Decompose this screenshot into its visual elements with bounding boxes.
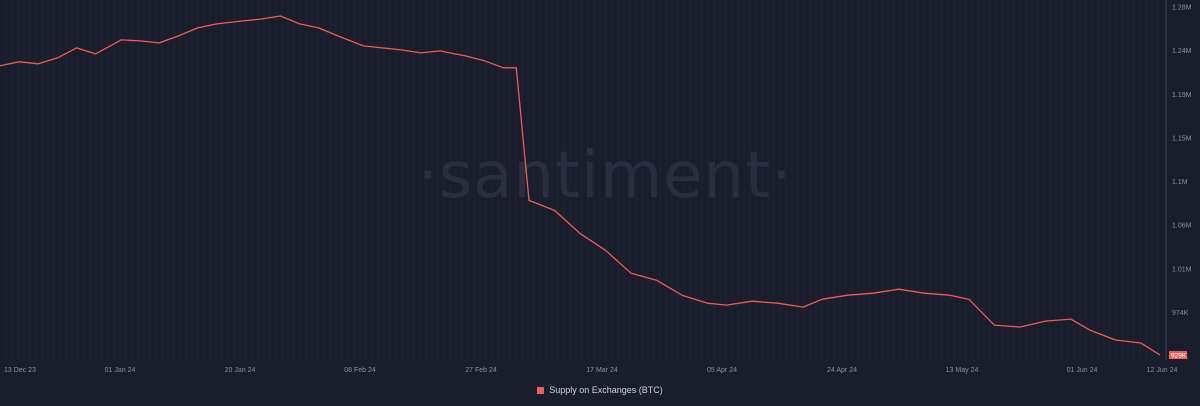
data-point[interactable] xyxy=(872,292,875,295)
data-point[interactable] xyxy=(553,209,556,212)
data-point[interactable] xyxy=(279,15,282,18)
y-tick-label: 1.19M xyxy=(1172,92,1192,99)
x-tick-label: 01 Jan 24 xyxy=(105,367,136,374)
x-tick-label: 01 Jun 24 xyxy=(1067,367,1098,374)
y-tick-label: 974K xyxy=(1172,310,1189,317)
legend-swatch xyxy=(537,386,545,394)
x-tick-label: 12 Jun 24 xyxy=(1147,367,1178,374)
data-point[interactable] xyxy=(1159,354,1162,357)
watermark: ·santiment· xyxy=(417,139,792,213)
data-point[interactable] xyxy=(381,46,384,49)
last-value-badge: 929K xyxy=(1169,351,1187,360)
data-point[interactable] xyxy=(948,294,951,297)
data-point[interactable] xyxy=(400,48,403,51)
data-point[interactable] xyxy=(260,18,263,21)
data-point[interactable] xyxy=(139,39,142,42)
y-axis: 1.28M 1.24M 1.19M 1.15M 1.1M 1.06M 1.01M 974K 92… xyxy=(1172,5,1192,361)
data-point[interactable] xyxy=(336,34,339,37)
data-point[interactable] xyxy=(967,298,970,301)
data-point[interactable] xyxy=(802,306,805,309)
data-point[interactable] xyxy=(1088,329,1091,332)
data-point[interactable] xyxy=(681,294,684,297)
data-point[interactable] xyxy=(706,302,709,305)
data-point[interactable] xyxy=(604,249,607,252)
x-tick-label: 13 May 24 xyxy=(946,367,979,374)
data-point[interactable] xyxy=(37,62,40,65)
x-tick-label: 27 Feb 24 xyxy=(465,367,497,374)
chart: ·santiment· 13 Dec 23 01 Jan 24 20 Jan 24 0… xyxy=(0,0,1192,374)
data-point[interactable] xyxy=(1044,320,1047,323)
legend-label: Supply on Exchanges (BTC) xyxy=(549,385,663,395)
data-point[interactable] xyxy=(438,49,441,52)
data-point[interactable] xyxy=(1018,326,1021,329)
data-point[interactable] xyxy=(0,64,2,67)
data-point[interactable] xyxy=(94,52,97,55)
last-value-badge-label: 929K xyxy=(1171,353,1187,360)
data-point[interactable] xyxy=(1139,342,1142,345)
data-point[interactable] xyxy=(196,26,199,29)
x-tick-label: 08 Feb 24 xyxy=(344,367,376,374)
data-point[interactable] xyxy=(579,232,582,235)
data-point[interactable] xyxy=(821,298,824,301)
x-tick-label: 20 Jan 24 xyxy=(225,367,256,374)
legend[interactable]: Supply on Exchanges (BTC) xyxy=(0,385,1200,395)
data-point[interactable] xyxy=(502,66,505,69)
x-tick-label: 05 Apr 24 xyxy=(707,367,737,374)
data-point[interactable] xyxy=(464,54,467,57)
data-point[interactable] xyxy=(630,272,633,275)
data-point[interactable] xyxy=(56,56,59,59)
y-tick-label: 1.15M xyxy=(1172,135,1192,142)
data-point[interactable] xyxy=(75,46,78,49)
data-point[interactable] xyxy=(515,66,518,69)
data-point[interactable] xyxy=(923,292,926,295)
data-point[interactable] xyxy=(528,199,531,202)
data-point[interactable] xyxy=(846,294,849,297)
data-point[interactable] xyxy=(483,59,486,62)
data-point[interactable] xyxy=(215,22,218,25)
x-tick-label: 17 Mar 24 xyxy=(586,367,618,374)
data-point[interactable] xyxy=(120,38,123,41)
data-point[interactable] xyxy=(1114,339,1117,342)
y-tick-label: 1.28M xyxy=(1172,5,1192,12)
data-point[interactable] xyxy=(317,26,320,29)
grid xyxy=(5,0,1159,360)
y-tick-label: 1.06M xyxy=(1172,223,1192,230)
data-point[interactable] xyxy=(419,51,422,54)
x-tick-label: 24 Apr 24 xyxy=(827,367,857,374)
data-point[interactable] xyxy=(177,34,180,37)
series-group xyxy=(0,15,1162,357)
data-point[interactable] xyxy=(362,44,365,47)
data-point[interactable] xyxy=(993,324,996,327)
y-tick-label: 1.24M xyxy=(1172,48,1192,55)
data-point[interactable] xyxy=(655,279,658,282)
data-point[interactable] xyxy=(18,60,21,63)
last-value-badge-bg xyxy=(1169,351,1187,360)
x-tick-label: 13 Dec 23 xyxy=(4,367,36,374)
data-point[interactable] xyxy=(751,300,754,303)
data-point[interactable] xyxy=(725,304,728,307)
data-point[interactable] xyxy=(241,20,244,23)
x-axis: 13 Dec 23 01 Jan 24 20 Jan 24 08 Feb 24 27 F… xyxy=(4,367,1177,374)
data-point[interactable] xyxy=(158,41,161,44)
y-tick-label: 1.1M xyxy=(1172,179,1188,186)
data-point[interactable] xyxy=(897,288,900,291)
data-point[interactable] xyxy=(776,302,779,305)
data-point[interactable] xyxy=(298,22,301,25)
y-tick-label: 1.01M xyxy=(1172,266,1192,273)
data-point[interactable] xyxy=(1069,318,1072,321)
series-line-supply-on-exchanges[interactable] xyxy=(0,15,1161,356)
